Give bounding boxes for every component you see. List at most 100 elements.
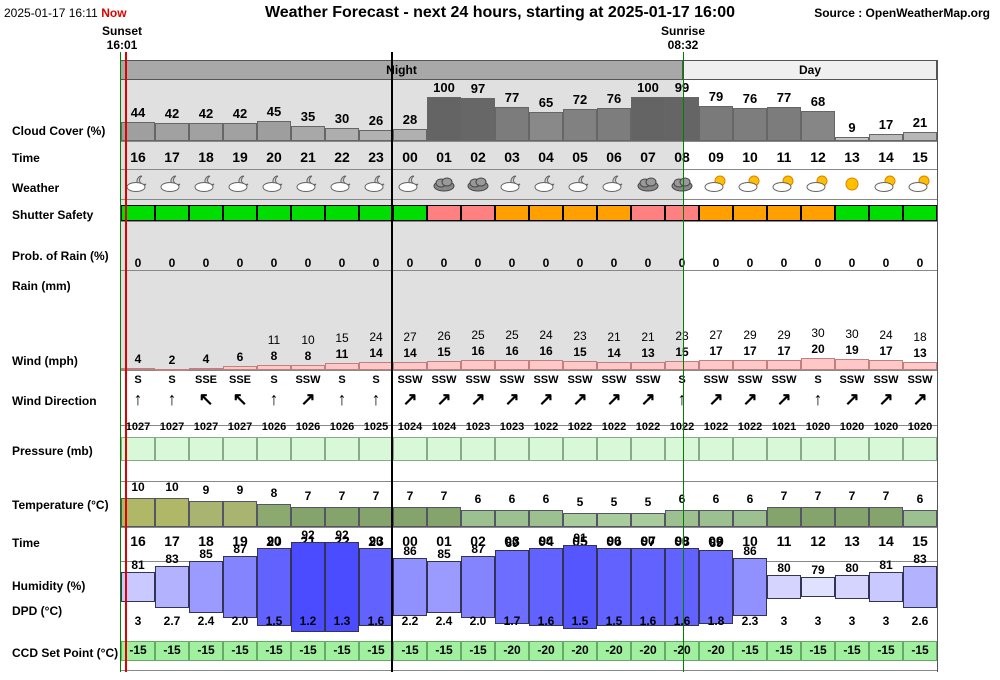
cloud-value: 72 bbox=[572, 92, 588, 107]
humidity-bar bbox=[597, 548, 631, 626]
datetime-text: 2025-01-17 16:11 bbox=[4, 6, 98, 20]
wind-gust-value: 10 bbox=[301, 333, 315, 347]
humidity-bar bbox=[699, 550, 733, 624]
temperature-bar bbox=[393, 507, 427, 527]
wind-bar bbox=[325, 363, 359, 370]
pressure-value: 1020 bbox=[805, 421, 831, 433]
label-prob-rain: Prob. of Rain (%) bbox=[12, 249, 109, 263]
cloud-value: 99 bbox=[674, 80, 690, 95]
wind-gust-value: 21 bbox=[641, 330, 655, 344]
row-separator bbox=[120, 481, 937, 482]
wind-direction-text: SSW bbox=[567, 374, 593, 386]
ccd-set-point-value: -15 bbox=[911, 643, 929, 657]
pressure-value: 1022 bbox=[567, 421, 593, 433]
ccd-box bbox=[903, 641, 937, 661]
partly-cloudy-night-icon bbox=[498, 173, 526, 195]
humidity-bar bbox=[869, 572, 903, 602]
shutter-safety-cell bbox=[257, 205, 291, 221]
time-label: 10 bbox=[742, 149, 758, 165]
row-separator bbox=[120, 425, 937, 426]
temperature-value: 9 bbox=[202, 483, 210, 497]
shutter-safety-cell bbox=[631, 205, 665, 221]
prob-rain-value: 0 bbox=[406, 256, 414, 270]
dpd-value: 2.0 bbox=[231, 614, 249, 628]
label-weather: Weather bbox=[12, 181, 60, 195]
wind-speed-value: 17 bbox=[743, 344, 757, 358]
dpd-value: 2.6 bbox=[911, 614, 929, 628]
humidity-value: 80 bbox=[777, 561, 791, 575]
wind-speed-value: 15 bbox=[675, 345, 689, 359]
temperature-value: 7 bbox=[338, 489, 346, 503]
time-label: 17 bbox=[164, 149, 180, 165]
time-label: 15 bbox=[912, 149, 928, 165]
sunset-label: Sunset bbox=[101, 24, 142, 38]
time-label: 09 bbox=[708, 149, 724, 165]
cloud-bar bbox=[257, 121, 291, 141]
pressure-value: 1024 bbox=[397, 421, 423, 433]
humidity-bar bbox=[393, 558, 427, 616]
time-label: 20 bbox=[266, 149, 282, 165]
time-label-2: 08 bbox=[674, 533, 690, 549]
dpd-value: 2.0 bbox=[469, 614, 487, 628]
ccd-set-point-value: -15 bbox=[469, 643, 487, 657]
time-label-2: 01 bbox=[436, 533, 452, 549]
humidity-value: 92 bbox=[335, 528, 349, 542]
wind-direction-text: SSW bbox=[839, 374, 865, 386]
wind-speed-value: 14 bbox=[403, 346, 417, 360]
ccd-set-point-value: -20 bbox=[537, 643, 555, 657]
cloud-icon bbox=[634, 173, 662, 195]
label-wind: Wind (mph) bbox=[12, 354, 78, 368]
temperature-bar bbox=[835, 507, 869, 527]
label-shutter-safety: Shutter Safety bbox=[12, 208, 94, 222]
wind-bar bbox=[869, 360, 903, 370]
ccd-set-point-value: -20 bbox=[571, 643, 589, 657]
humidity-bar bbox=[563, 545, 597, 629]
row-separator bbox=[120, 370, 937, 371]
page-title: Weather Forecast - next 24 hours, starti… bbox=[264, 4, 736, 21]
label-ccd-set-point: CCD Set Point (°C) bbox=[12, 646, 119, 660]
cloud-value: 21 bbox=[912, 115, 928, 130]
cloud-bar bbox=[427, 97, 461, 141]
time-label-2: 06 bbox=[606, 533, 622, 549]
temperature-bar bbox=[733, 510, 767, 527]
wind-bar bbox=[189, 368, 223, 370]
wind-bar bbox=[631, 362, 665, 370]
wind-direction-text: S bbox=[168, 374, 176, 386]
dpd-value: 1.8 bbox=[707, 614, 725, 628]
temperature-bar bbox=[665, 510, 699, 527]
prob-rain-value: 0 bbox=[746, 256, 754, 270]
pressure-value: 1020 bbox=[873, 421, 899, 433]
shutter-safety-cell bbox=[461, 205, 495, 221]
wind-gust-value: 29 bbox=[743, 328, 757, 342]
wind-arrow-icon: ↗ bbox=[300, 389, 316, 409]
ccd-box bbox=[733, 641, 767, 661]
wind-gust-value: 24 bbox=[539, 328, 553, 342]
ccd-box bbox=[563, 641, 597, 661]
wind-gust-value: 25 bbox=[471, 328, 485, 342]
time-label: 16 bbox=[130, 149, 146, 165]
cloud-value: 9 bbox=[848, 120, 856, 135]
shutter-safety-cell bbox=[835, 205, 869, 221]
shutter-safety-cell bbox=[427, 205, 461, 221]
sunrise-label: Sunrise bbox=[660, 24, 705, 38]
time-label: 07 bbox=[640, 149, 656, 165]
row-separator bbox=[120, 169, 937, 170]
wind-arrow-icon: ↗ bbox=[708, 389, 724, 409]
humidity-value: 83 bbox=[165, 552, 179, 566]
prob-rain-value: 0 bbox=[236, 256, 244, 270]
humidity-value: 87 bbox=[471, 542, 485, 556]
wind-bar bbox=[665, 361, 699, 370]
temperature-value: 7 bbox=[440, 489, 448, 503]
shutter-safety-cell bbox=[733, 205, 767, 221]
time-label: 12 bbox=[810, 149, 826, 165]
wind-gust-value: 23 bbox=[573, 329, 587, 343]
temperature-value: 7 bbox=[848, 489, 856, 503]
cloud-bar bbox=[189, 123, 223, 141]
cloud-bar bbox=[121, 122, 155, 141]
dpd-value: 2.7 bbox=[163, 614, 181, 628]
humidity-bar bbox=[155, 566, 189, 608]
wind-direction-text: SSW bbox=[737, 374, 763, 386]
wind-bar bbox=[393, 362, 427, 370]
wind-direction-text: SSW bbox=[771, 374, 797, 386]
temperature-value: 8 bbox=[270, 486, 278, 500]
